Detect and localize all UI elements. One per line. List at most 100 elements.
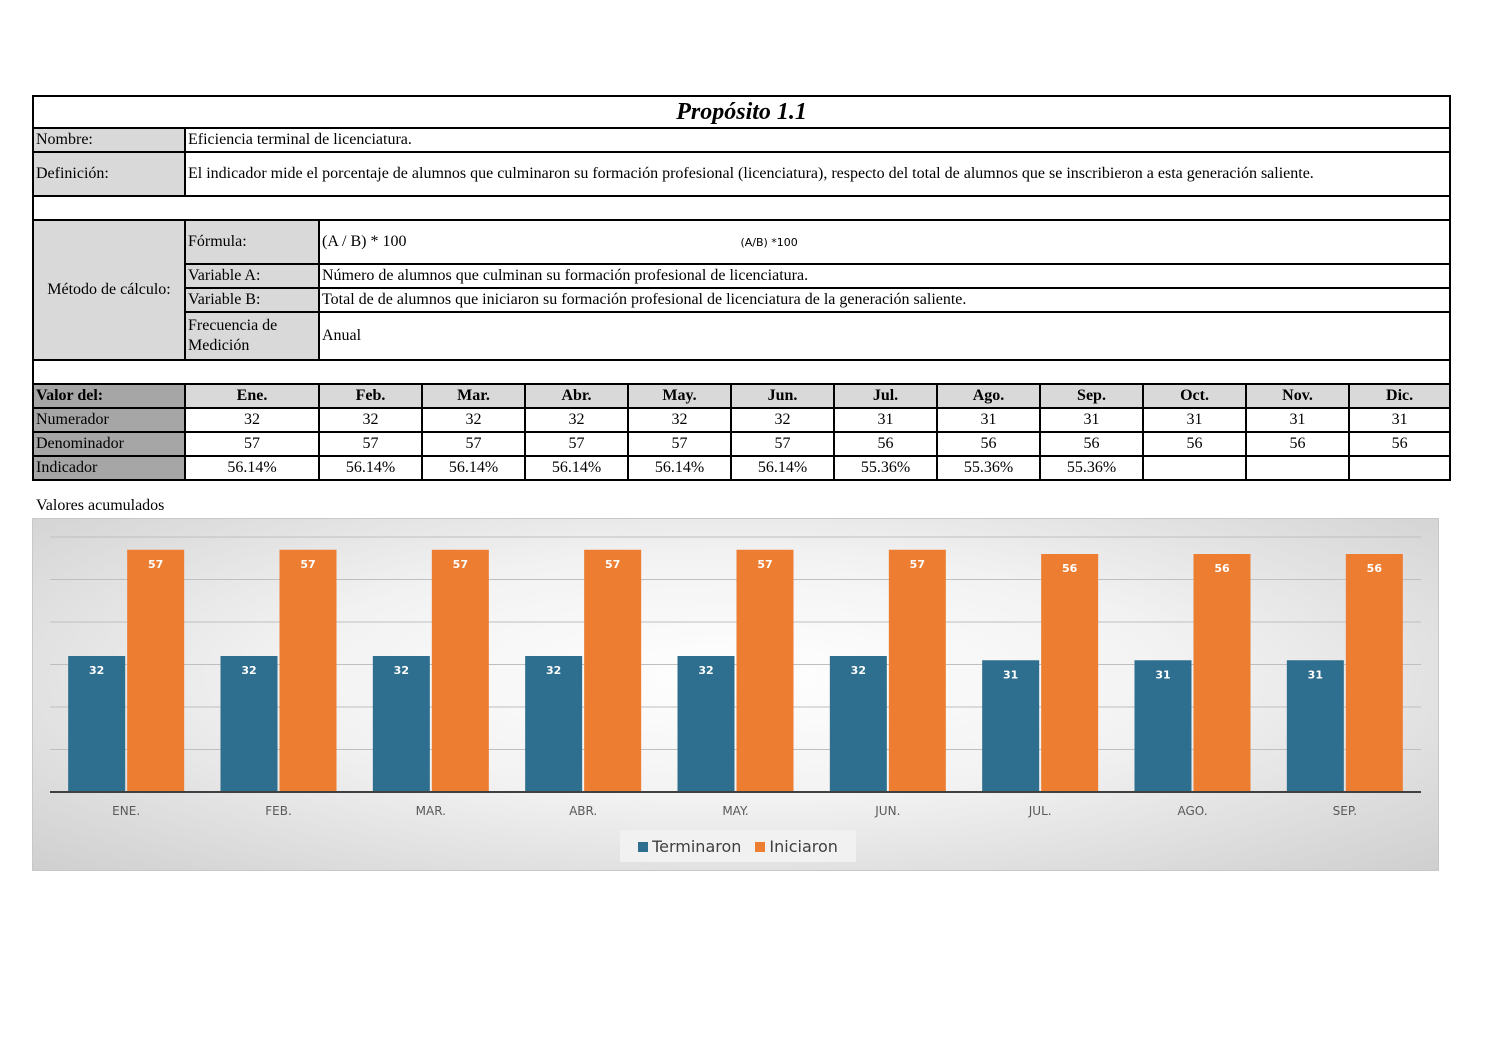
x-tick-label: MAY. xyxy=(722,804,748,818)
denominador-cell: 57 xyxy=(730,431,835,457)
var-b-label: Variable B: xyxy=(184,287,320,313)
bar-iniciaron xyxy=(736,549,794,792)
x-tick-label: JUN. xyxy=(874,804,900,818)
bar-terminaron xyxy=(68,656,126,792)
month-header-cell: May. xyxy=(627,383,732,409)
indicador-cell: 55.36% xyxy=(833,455,938,481)
indicador-cell: 56.14% xyxy=(184,455,320,481)
definicion-label: Definición: xyxy=(32,151,186,197)
x-tick-label: ENE. xyxy=(112,804,140,818)
numerador-cell: 31 xyxy=(1142,407,1247,433)
month-header-cell: Mar. xyxy=(421,383,526,409)
nombre-value: Eficiencia terminal de licenciatura. xyxy=(183,127,1452,153)
spacer-row xyxy=(31,195,1452,221)
indicador-cell: 55.36% xyxy=(1039,455,1144,481)
data-label: 57 xyxy=(757,558,772,571)
denominador-cell: 56 xyxy=(1142,431,1247,457)
acumulados-label: Valores acumulados xyxy=(36,497,165,514)
denominador-cell: 57 xyxy=(421,431,526,457)
numerador-cell: 32 xyxy=(421,407,526,433)
numerador-cell: 32 xyxy=(184,407,320,433)
spacer-row xyxy=(31,359,1452,385)
bar-iniciaron xyxy=(584,549,642,792)
denominador-cell: 56 xyxy=(833,431,938,457)
numerador-cell: 31 xyxy=(1347,407,1452,433)
month-header-cell: Dic. xyxy=(1347,383,1452,409)
data-label: 57 xyxy=(453,558,468,571)
denominador-cell: 56 xyxy=(936,431,1041,457)
month-header-cell: Oct. xyxy=(1142,383,1247,409)
numerador-cell: 32 xyxy=(318,407,423,433)
numerador-cell: 31 xyxy=(1039,407,1144,433)
data-label: 32 xyxy=(89,664,104,677)
x-tick-label: SEP. xyxy=(1333,804,1357,818)
denominador-cell: 57 xyxy=(627,431,732,457)
x-tick-label: FEB. xyxy=(265,804,292,818)
data-label: 31 xyxy=(1308,668,1323,681)
frecuencia-value: Anual xyxy=(317,311,1452,361)
indicador-cell: 56.14% xyxy=(627,455,732,481)
month-header-cell: Ago. xyxy=(936,383,1041,409)
legend-swatch xyxy=(638,841,649,852)
data-label: 56 xyxy=(1062,562,1078,575)
legend-label: Terminaron xyxy=(652,836,742,856)
chart-svg: 32 57 ENE. 32 57 FEB. 32 57 MAR. 32 57 ABR. 32 57 MAY.… xyxy=(50,536,1421,818)
formula-math: (A/B) *100 xyxy=(740,235,798,249)
denominador-cell: 57 xyxy=(318,431,423,457)
bar-terminaron xyxy=(372,656,430,792)
indicador-cell: 56.14% xyxy=(524,455,629,481)
data-label: 32 xyxy=(546,664,561,677)
numerador-cell: 31 xyxy=(833,407,938,433)
data-label: 31 xyxy=(1155,668,1170,681)
bar-chart: 32 57 ENE. 32 57 FEB. 32 57 MAR. 32 57 ABR. 32 57 MAY.… xyxy=(32,518,1439,871)
denominador-label: Denominador xyxy=(32,431,186,457)
indicador-cell: 56.14% xyxy=(730,455,835,481)
indicador-cell: 56.14% xyxy=(318,455,423,481)
month-header-cell: Abr. xyxy=(524,383,629,409)
legend-label: Iniciaron xyxy=(769,836,838,856)
indicador-cell: 55.36% xyxy=(936,455,1041,481)
bar-iniciaron xyxy=(279,549,337,792)
x-tick-label: ABR. xyxy=(569,804,597,818)
denominador-cell: 57 xyxy=(524,431,629,457)
legend-item-iniciaron: Iniciaron xyxy=(755,837,838,856)
bar-iniciaron xyxy=(1041,554,1099,792)
numerador-cell: 32 xyxy=(730,407,835,433)
denominador-cell: 57 xyxy=(184,431,320,457)
data-label: 57 xyxy=(148,558,163,571)
month-header-cell: Jun. xyxy=(730,383,835,409)
formula-value: (A / B) * 100 xyxy=(322,232,407,250)
bar-iniciaron xyxy=(127,549,185,792)
indicator-table: Propósito 1.1 Nombre: Eficiencia termina… xyxy=(31,95,1452,481)
data-label: 56 xyxy=(1214,562,1230,575)
numerador-cell: 31 xyxy=(936,407,1041,433)
bar-terminaron xyxy=(1286,660,1344,792)
chart-legend: Terminaron Iniciaron xyxy=(620,830,856,862)
bar-terminaron xyxy=(1134,660,1192,792)
indicador-cell xyxy=(1142,455,1247,481)
denominador-cell: 56 xyxy=(1039,431,1144,457)
page-title: Propósito 1.1 xyxy=(31,95,1452,129)
month-header-cell: Jul. xyxy=(833,383,938,409)
var-a-value: Número de alumnos que culminan su formac… xyxy=(317,263,1452,289)
definicion-value: El indicador mide el porcentaje de alumn… xyxy=(183,151,1452,197)
x-tick-label: MAR. xyxy=(416,804,446,818)
bar-iniciaron xyxy=(888,549,946,792)
indicador-label: Indicador xyxy=(32,455,186,481)
data-label: 57 xyxy=(910,558,925,571)
valor-label: Valor del: xyxy=(32,383,186,409)
month-header-cell: Nov. xyxy=(1245,383,1350,409)
var-b-value: Total de de alumnos que iniciaron su for… xyxy=(317,287,1452,313)
data-label: 32 xyxy=(851,664,866,677)
data-label: 32 xyxy=(394,664,409,677)
bar-terminaron xyxy=(829,656,887,792)
month-header-cell: Ene. xyxy=(184,383,320,409)
var-a-label: Variable A: xyxy=(184,263,320,289)
month-header-cell: Feb. xyxy=(318,383,423,409)
data-label: 32 xyxy=(698,664,713,677)
formula-cell: (A / B) * 100 (A/B) *100 xyxy=(317,219,1452,265)
indicador-cell xyxy=(1347,455,1452,481)
data-label: 56 xyxy=(1367,562,1383,575)
bar-iniciaron xyxy=(1193,554,1251,792)
numerador-cell: 32 xyxy=(627,407,732,433)
